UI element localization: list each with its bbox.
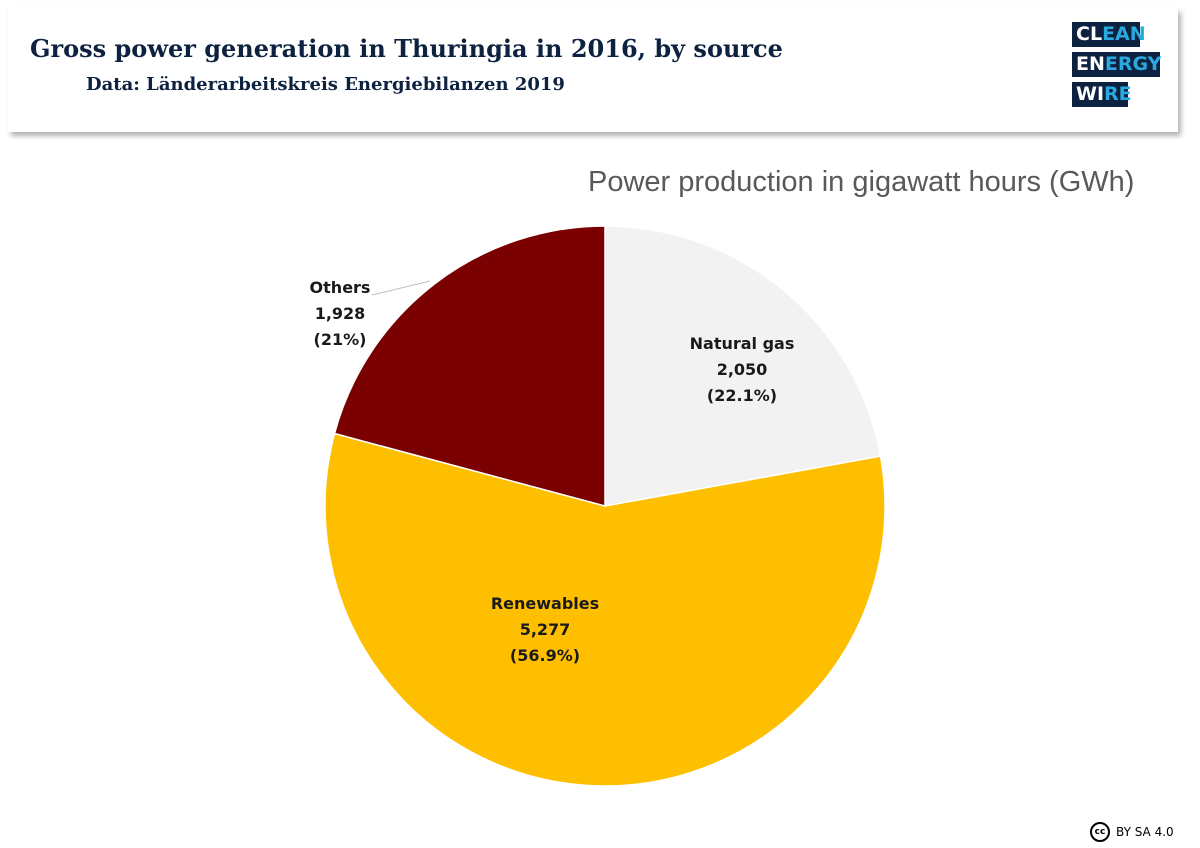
page-title: Gross power generation in Thuringia in 2… bbox=[30, 34, 783, 63]
logo-text: ERGY bbox=[1104, 53, 1162, 75]
clean-energy-wire-logo: CLEAN ENERGY WIRE bbox=[1072, 22, 1164, 112]
logo-text: CL bbox=[1076, 23, 1103, 45]
logo-line-1: CLEAN bbox=[1072, 22, 1146, 47]
logo-line-2: ENERGY bbox=[1072, 52, 1162, 77]
page-subtitle: Data: Länderarbeitskreis Energiebilanzen… bbox=[86, 74, 565, 95]
slice-label-name: Renewables bbox=[491, 594, 599, 613]
header-card bbox=[8, 8, 1178, 132]
slice-label-percent: (22.1%) bbox=[707, 386, 777, 405]
license-badge: cc BY SA 4.0 bbox=[1090, 822, 1174, 842]
slice-label-percent: (21%) bbox=[314, 330, 367, 349]
slice-label-value: 1,928 bbox=[315, 304, 366, 323]
slice-label-percent: (56.9%) bbox=[510, 646, 580, 665]
logo-text: WI bbox=[1076, 83, 1105, 105]
pie-slice-renewables bbox=[324, 432, 886, 787]
slice-label-name: Others bbox=[310, 278, 371, 297]
cc-icon: cc bbox=[1090, 822, 1110, 842]
logo-line-3: WIRE bbox=[1072, 82, 1132, 107]
pie-slice-others bbox=[333, 225, 606, 507]
logo-text: EN bbox=[1076, 53, 1105, 75]
license-text: BY SA 4.0 bbox=[1116, 825, 1174, 839]
slice-label-name: Natural gas bbox=[690, 334, 795, 353]
chart-subtitle: Power production in gigawatt hours (GWh) bbox=[588, 166, 1135, 198]
leader-line-others bbox=[371, 280, 431, 296]
slice-label-value: 5,277 bbox=[520, 620, 571, 639]
logo-text: RE bbox=[1104, 83, 1132, 105]
slice-label-value: 2,050 bbox=[717, 360, 768, 379]
logo-text: EAN bbox=[1102, 23, 1146, 45]
pie-slice-natural-gas bbox=[604, 225, 882, 507]
